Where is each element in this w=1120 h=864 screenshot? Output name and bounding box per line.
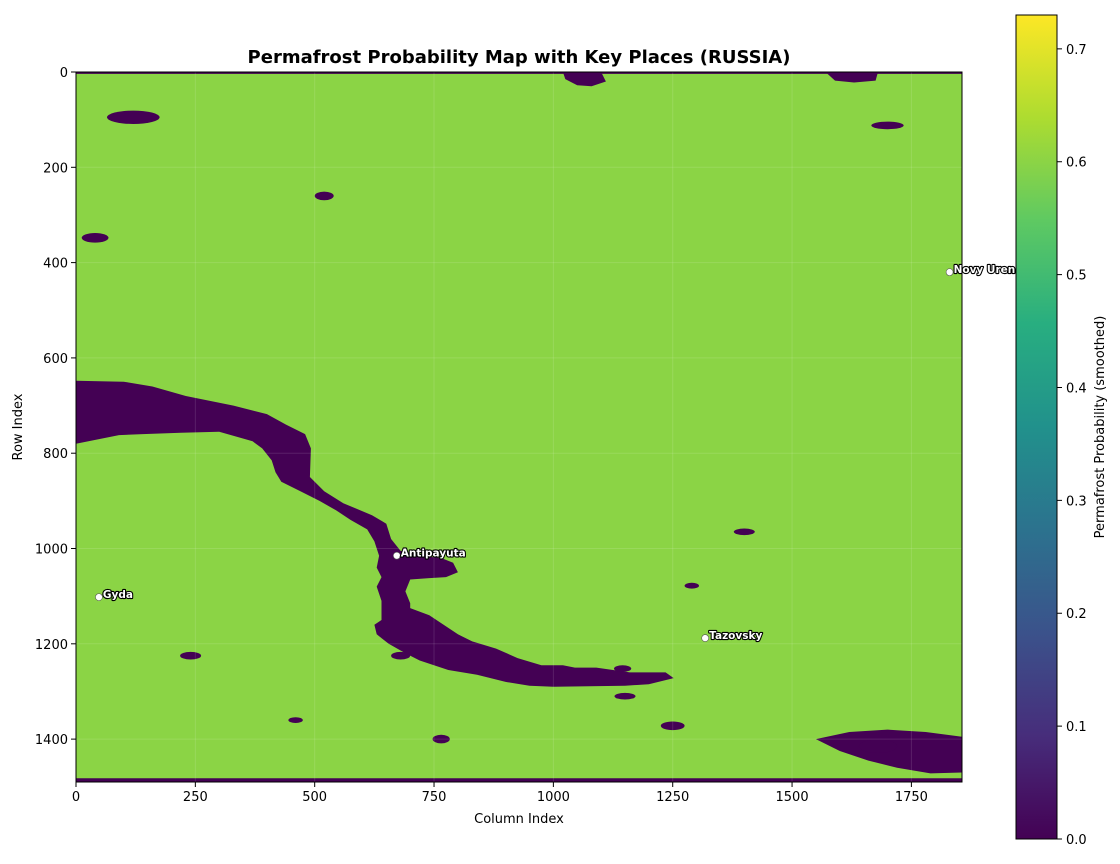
water-body <box>76 778 962 782</box>
lake <box>614 665 632 672</box>
y-axis-label: Row Index <box>11 393 26 460</box>
colorbar-tick-label: 0.0 <box>1066 833 1087 848</box>
x-tick-label: 0 <box>72 790 80 805</box>
place-marker-dot <box>392 551 401 560</box>
lake <box>391 651 411 660</box>
chart-title: Permafrost Probability Map with Key Plac… <box>248 47 791 68</box>
plot-area <box>75 71 963 783</box>
lake <box>180 651 202 660</box>
x-tick-label: 1250 <box>656 790 689 805</box>
x-tick-label: 1000 <box>537 790 570 805</box>
place-marker-dot <box>95 593 103 601</box>
lake <box>684 582 699 589</box>
y-tick-label: 800 <box>43 447 68 462</box>
lake <box>733 528 755 536</box>
y-tick-label: 1000 <box>35 543 68 558</box>
y-tick-label: 1400 <box>35 733 68 748</box>
colorbar-tick-label: 0.2 <box>1066 607 1087 622</box>
colorbar-tick-label: 0.4 <box>1066 381 1087 396</box>
x-tick-label: 500 <box>302 790 327 805</box>
x-axis: 0 250 500 750 1000 1250 1500 1750 <box>72 782 928 805</box>
x-tick-label: 250 <box>183 790 208 805</box>
place-marker-dot <box>701 634 709 642</box>
place-marker-dot <box>945 268 954 276</box>
lake <box>871 121 904 130</box>
water-body <box>76 380 674 687</box>
y-tick-label: 600 <box>43 352 68 367</box>
place-label: Tazovsky <box>709 630 762 642</box>
lake <box>81 233 109 243</box>
lake <box>660 721 685 731</box>
x-tick-label: 1500 <box>776 790 809 805</box>
water-body <box>825 72 878 83</box>
colorbar-gradient <box>1015 14 1058 840</box>
lake <box>107 110 160 125</box>
y-tick-label: 400 <box>43 257 68 272</box>
lake <box>614 692 636 700</box>
colorbar-ticks: 0.0 0.1 0.2 0.3 0.4 0.5 0.6 0.7 <box>1057 43 1087 848</box>
y-tick-label: 200 <box>43 161 68 176</box>
place-label: Novy Uren <box>954 264 1016 276</box>
lake <box>432 734 450 744</box>
water-body <box>562 72 606 87</box>
colorbar-tick-label: 0.7 <box>1066 43 1087 58</box>
colorbar-tick-label: 0.6 <box>1066 156 1087 171</box>
x-tick-label: 1750 <box>895 790 928 805</box>
place-markers: Novy Uren Antipayuta Gyda Tazovsky <box>95 263 1016 643</box>
lake <box>314 191 334 201</box>
y-axis: 0 200 400 600 800 1000 1200 1400 <box>35 66 76 748</box>
lake <box>288 717 303 723</box>
colorbar-label: Permafrost Probability (smoothed) <box>1093 316 1108 539</box>
y-tick-label: 1200 <box>35 638 68 653</box>
plot-frame <box>75 71 963 783</box>
lake <box>858 739 898 753</box>
y-tick-label: 0 <box>60 66 68 81</box>
grid <box>75 71 962 782</box>
place-label: Antipayuta <box>401 548 466 560</box>
x-axis-label: Column Index <box>474 812 564 827</box>
colorbar: 0.0 0.1 0.2 0.3 0.4 0.5 0.6 0.7 Permafrost Prob… <box>1015 14 1108 848</box>
colorbar-tick-label: 0.3 <box>1066 494 1087 509</box>
colorbar-tick-label: 0.1 <box>1066 720 1087 735</box>
place-label: Gyda <box>103 589 133 601</box>
colorbar-tick-label: 0.5 <box>1066 269 1087 284</box>
x-tick-label: 750 <box>422 790 447 805</box>
